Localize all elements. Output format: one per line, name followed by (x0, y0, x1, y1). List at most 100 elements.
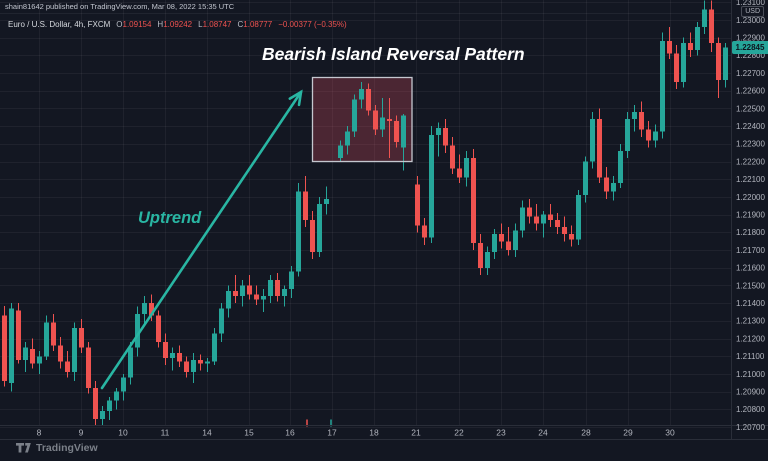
candle (198, 354, 203, 371)
candle (450, 136, 455, 174)
candle-body (695, 27, 700, 51)
candle-body (37, 356, 42, 364)
candle-body (436, 127, 441, 136)
candle (569, 225, 574, 247)
candle-body (548, 214, 553, 221)
price-axis[interactable]: 1.23100 1.23000 1.22900 1.22800 1.22700 1.226… (736, 0, 765, 432)
candle-body (471, 158, 476, 244)
candle-body (450, 145, 455, 169)
price-axis-label: 1.22400 (736, 122, 765, 131)
candle-body (303, 191, 308, 221)
time-axis-label: 14 (202, 428, 212, 438)
candle-body (618, 150, 623, 183)
candle-body (254, 294, 259, 300)
candle (247, 274, 252, 300)
price-axis-label: 1.22500 (736, 104, 765, 113)
candle-body (275, 280, 280, 297)
candle-body (443, 127, 448, 146)
candle-body (268, 280, 273, 297)
uptrend-arrow[interactable] (100, 89, 303, 390)
candle-body (569, 234, 574, 240)
candle (51, 313, 56, 351)
candle (9, 303, 14, 392)
candle (611, 175, 616, 201)
candle (142, 296, 147, 325)
candle (702, 0, 707, 35)
candle-body (604, 177, 609, 192)
candle-wick (235, 274, 236, 304)
candle-body (457, 168, 462, 178)
candle-body (394, 120, 399, 143)
candle-body (170, 352, 175, 359)
candle (716, 37, 721, 98)
candle (58, 336, 63, 369)
price-axis-label: 1.21500 (736, 281, 765, 290)
candle-body (534, 216, 539, 224)
candle (135, 306, 140, 357)
time-axis-label: 16 (285, 428, 295, 438)
candle-body (107, 400, 112, 412)
candle-body (72, 327, 77, 373)
candle-body (65, 361, 70, 373)
candle-body (527, 207, 532, 217)
candle-body (9, 308, 14, 383)
candle (541, 211, 546, 238)
candle (170, 347, 175, 371)
candle (107, 397, 112, 421)
candle-body (702, 9, 707, 28)
chart-marks (306, 419, 332, 427)
candle-body (51, 322, 56, 346)
candle-body (212, 333, 217, 362)
candle-body (597, 119, 602, 178)
candle (688, 32, 693, 58)
island-box-border[interactable] (311, 76, 413, 163)
candle (464, 150, 469, 187)
price-change: −0.00377 (−0.35%) (278, 20, 347, 29)
candle-body (100, 411, 105, 420)
candle-body (16, 310, 21, 360)
candle (499, 223, 504, 249)
candle-body (541, 214, 546, 224)
candle-body (128, 347, 133, 378)
ohlc-close: C 1.08777 (237, 20, 273, 29)
tradingview-watermark[interactable]: TradingView (16, 442, 98, 454)
time-axis-label: 30 (665, 428, 675, 438)
candle (268, 274, 273, 304)
candle (338, 140, 343, 162)
candle (667, 27, 672, 59)
candle (30, 338, 35, 369)
candle-body (415, 184, 420, 226)
candle-body (555, 220, 560, 228)
candle-body (114, 391, 119, 401)
candle-body (296, 191, 301, 272)
candle-body (58, 345, 63, 362)
currency-badge[interactable]: USD (741, 6, 764, 17)
axis-separators (0, 0, 768, 440)
candle-body (653, 131, 658, 141)
candle-body (289, 271, 294, 290)
grid-lines (0, 0, 731, 428)
price-axis-label: 1.22000 (736, 193, 765, 202)
ohlc-high: H 1.09242 (157, 20, 193, 29)
candle-body (121, 377, 126, 392)
candle (429, 126, 434, 244)
candle (625, 112, 630, 159)
candle-body (499, 234, 504, 242)
tradingview-logo-icon (16, 443, 31, 453)
candle-body (282, 289, 287, 297)
price-axis-label: 1.21800 (736, 228, 765, 237)
candle (219, 303, 224, 343)
time-axis[interactable]: 8 9 10 11 14 15 16 17 18 21 22 23 24 28 29 30 (37, 428, 675, 438)
candle (394, 115, 399, 148)
price-axis-label: 1.21900 (736, 211, 765, 220)
time-axis-label: 21 (411, 428, 421, 438)
candle-body (359, 89, 364, 100)
candle-body (485, 251, 490, 268)
price-axis-label: 1.21200 (736, 334, 765, 343)
candle-body (79, 327, 84, 348)
candle (128, 342, 133, 385)
candle-body (23, 347, 28, 360)
candle (562, 216, 567, 242)
